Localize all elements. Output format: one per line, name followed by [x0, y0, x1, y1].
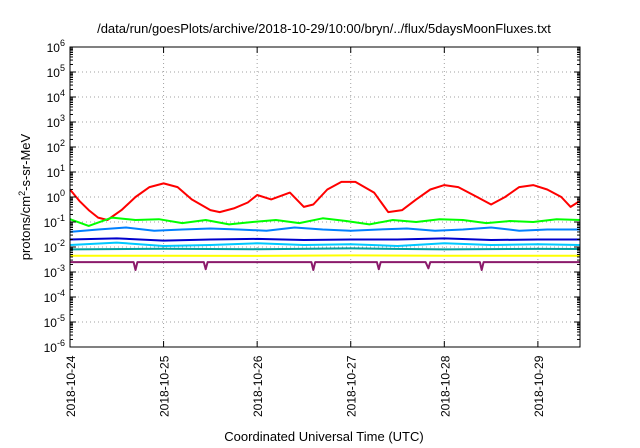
- x-tick-label: 2018-10-27: [345, 355, 359, 417]
- x-tick-label: 2018-10-28: [438, 355, 452, 417]
- x-axis-ticks: 2018-10-24 2018-10-25 2018-10-26 2018-10-27…: [64, 47, 546, 417]
- series-line-8: [70, 261, 580, 271]
- y-tick-label: 104: [47, 88, 65, 105]
- series-layer: [69, 180, 581, 271]
- y-tick-label: 10-4: [44, 288, 65, 305]
- series-line-1: [69, 180, 581, 221]
- x-tick-label: 2018-10-26: [251, 355, 265, 417]
- y-axis-label-rest: -s-sr-MeV: [18, 133, 33, 190]
- x-tick-label: 2018-10-24: [64, 355, 78, 417]
- y-tick-label: 10-3: [44, 263, 65, 280]
- y-axis-label: protons/cm2-s-sr-MeV: [17, 133, 33, 260]
- series-line-6: [69, 247, 581, 251]
- y-tick-label: 106: [47, 38, 65, 55]
- y-tick-label: 10-2: [44, 238, 65, 255]
- y-tick-label: 103: [47, 113, 65, 130]
- y-tick-label: 10-5: [44, 313, 65, 330]
- x-axis-label: Coordinated Universal Time (UTC): [224, 429, 423, 444]
- y-tick-label: 101: [47, 163, 65, 180]
- chart-title: /data/run/goesPlots/archive/2018-10-29/1…: [97, 21, 551, 36]
- series-line-5: [69, 237, 580, 242]
- y-axis-ticks: 10-6 10-5 10-4 10-3 10-2 10-1 100 101 102 103 104 1…: [44, 38, 580, 355]
- series-line-3: [69, 241, 581, 247]
- y-tick-label: 100: [47, 188, 65, 205]
- x-tick-label: 2018-10-25: [158, 355, 172, 417]
- y-tick-label: 105: [47, 63, 65, 80]
- series-line-4: [69, 226, 580, 233]
- y-tick-label: 102: [47, 138, 65, 155]
- y-tick-label: 10-6: [44, 338, 65, 355]
- y-axis-label-sup: 2: [17, 191, 27, 196]
- series-line-2: [69, 216, 581, 227]
- y-tick-label: 10-1: [44, 213, 65, 230]
- series-line-7: [70, 254, 580, 257]
- y-axis-label-main: protons/cm: [18, 196, 33, 260]
- x-tick-label: 2018-10-29: [532, 355, 546, 417]
